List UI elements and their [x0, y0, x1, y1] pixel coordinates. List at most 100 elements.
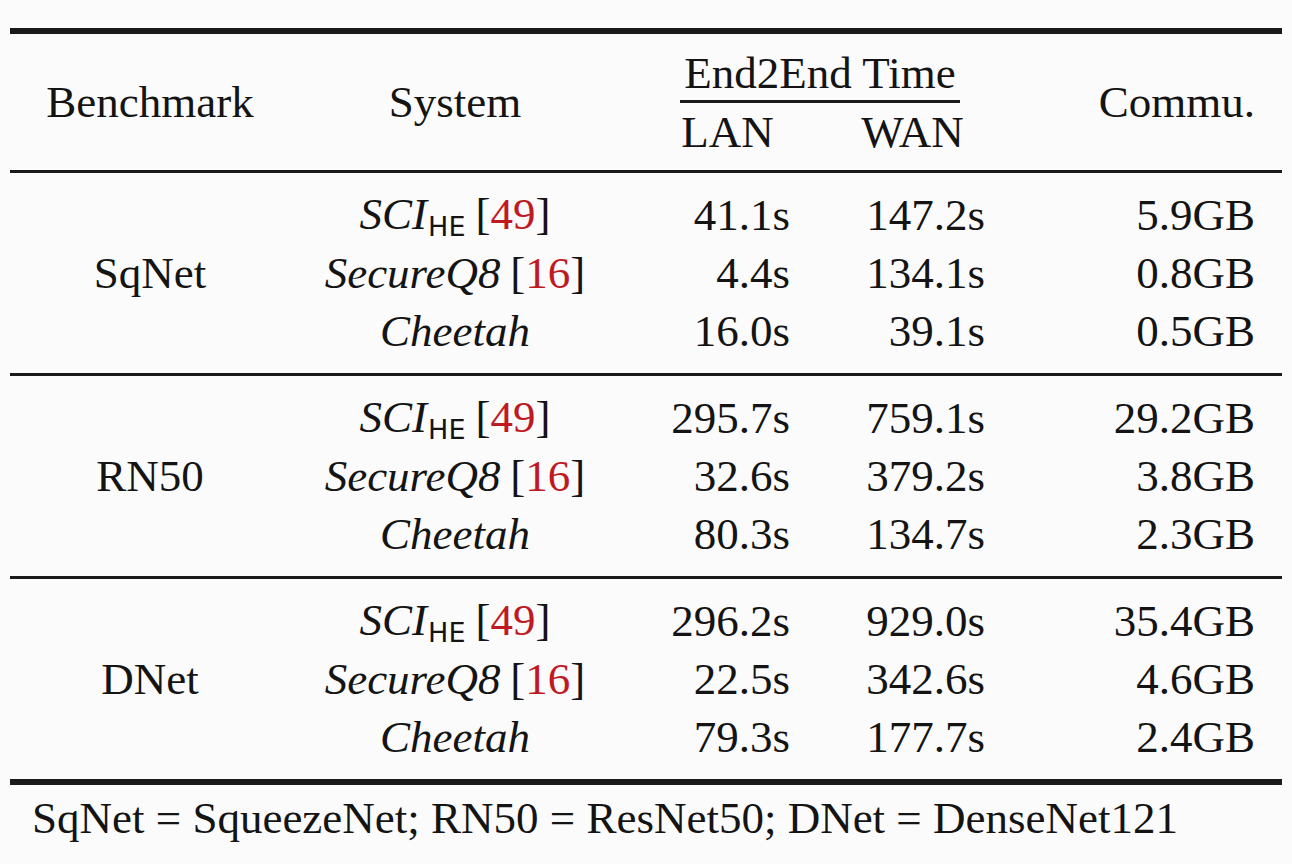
- lan-time-cell: 32.6s: [620, 450, 795, 502]
- system-subscript: HE: [428, 617, 465, 648]
- citation-number: 16: [525, 654, 570, 704]
- lan-wan-subheader-row: LAN WAN: [635, 108, 1005, 158]
- citation-number: 16: [525, 451, 570, 501]
- section-rows: SCIHE[49] 295.7s 759.1s 29.2GB SecureQ8[…: [290, 389, 1282, 563]
- wan-time-cell: 379.2s: [795, 450, 990, 502]
- citation-close-bracket: ]: [535, 392, 550, 442]
- lan-time-cell: 295.7s: [620, 392, 795, 444]
- benchmark-label: DNet: [10, 592, 290, 766]
- citation-open-bracket: [: [510, 654, 525, 704]
- citation-close-bracket: ]: [570, 248, 585, 298]
- citation: [49]: [475, 595, 550, 645]
- commu-cell: 4.6GB: [990, 653, 1282, 705]
- citation-open-bracket: [: [510, 451, 525, 501]
- citation: [16]: [510, 451, 585, 501]
- system-cell: SecureQ8[16]: [290, 450, 620, 502]
- table-row: Cheetah 80.3s 134.7s 2.3GB: [290, 505, 1282, 563]
- system-name: Cheetah: [380, 306, 530, 356]
- wan-time-cell: 147.2s: [795, 189, 990, 241]
- benchmark-table: Benchmark System End2End Time LAN WAN Co…: [10, 28, 1282, 844]
- section-rows: SCIHE[49] 296.2s 929.0s 35.4GB SecureQ8[…: [290, 592, 1282, 766]
- citation: [49]: [475, 189, 550, 239]
- system-name: SCI: [360, 189, 428, 239]
- citation-close-bracket: ]: [535, 189, 550, 239]
- system-subscript: HE: [428, 414, 465, 445]
- table-row: Cheetah 16.0s 39.1s 0.5GB: [290, 302, 1282, 360]
- system-cell: SCIHE[49]: [290, 391, 620, 446]
- benchmark-section-dnet: DNet SCIHE [49] 296.2s 929.0s 35.4GB Secu…: [10, 579, 1282, 779]
- wan-time-cell: 929.0s: [795, 595, 990, 647]
- commu-cell: 3.8GB: [990, 450, 1282, 502]
- system-subscript: HE: [428, 211, 465, 242]
- commu-cell: 5.9GB: [990, 189, 1282, 241]
- benchmark-column-header: Benchmark: [10, 76, 290, 128]
- citation-open-bracket: [: [475, 189, 490, 239]
- system-name: SCI: [360, 595, 428, 645]
- benchmark-label: RN50: [10, 389, 290, 563]
- commu-cell: 35.4GB: [990, 595, 1282, 647]
- system-name: SecureQ8: [325, 248, 501, 298]
- system-cell: SecureQ8[16]: [290, 653, 620, 705]
- wan-time-cell: 177.7s: [795, 711, 990, 763]
- system-cell: SecureQ8[16]: [290, 247, 620, 299]
- table-row: SCIHE [49] 41.1s 147.2s 5.9GB: [290, 186, 1282, 244]
- table-row: SecureQ8[16] 4.4s 134.1s 0.8GB: [290, 244, 1282, 302]
- table-row: SecureQ8[16] 22.5s 342.6s 4.6GB: [290, 650, 1282, 708]
- end2end-time-header: End2End Time: [680, 49, 959, 103]
- table-row: Cheetah 79.3s 177.7s 2.4GB: [290, 708, 1282, 766]
- lan-time-cell: 4.4s: [620, 247, 795, 299]
- section-rows: SCIHE[49] 41.1s 147.2s 5.9GB SecureQ8[16…: [290, 186, 1282, 360]
- commu-cell: 2.4GB: [990, 711, 1282, 763]
- system-cell: SCIHE [49]: [290, 188, 620, 243]
- commu-cell: 2.3GB: [990, 508, 1282, 560]
- system-name: Cheetah: [380, 712, 530, 762]
- citation-number: 16: [525, 248, 570, 298]
- table-row: SecureQ8[16] 32.6s 379.2s 3.8GB: [290, 447, 1282, 505]
- benchmark-section-rn50: RN50 SCIHE[49] 295.7s 759.1s 29.2GB Secu…: [10, 376, 1282, 576]
- table-row: SCIHE [49] 296.2s 929.0s 35.4GB: [290, 592, 1282, 650]
- benchmark-label: SqNet: [10, 186, 290, 360]
- system-cell: SCIHE [49]: [290, 594, 620, 649]
- lan-time-cell: 296.2s: [620, 595, 795, 647]
- lan-column-header: LAN: [635, 108, 820, 158]
- commu-cell: 29.2GB: [990, 392, 1282, 444]
- commu-cell: 0.5GB: [990, 305, 1282, 357]
- commu-column-header: Commu.: [990, 76, 1282, 128]
- citation-close-bracket: ]: [535, 595, 550, 645]
- citation-number: 49: [490, 189, 535, 239]
- table-row: SCIHE[49] 295.7s 759.1s 29.2GB: [290, 389, 1282, 447]
- wan-column-header: WAN: [820, 108, 1005, 158]
- citation-close-bracket: ]: [570, 451, 585, 501]
- wan-time-cell: 39.1s: [795, 305, 990, 357]
- table-header-row: Benchmark System End2End Time LAN WAN Co…: [10, 34, 1282, 170]
- table-footnote: SqNet = SqueezeNet; RN50 = ResNet50; DNe…: [10, 785, 1282, 844]
- end2end-time-header-group: End2End Time LAN WAN: [635, 47, 1005, 157]
- wan-time-cell: 342.6s: [795, 653, 990, 705]
- benchmark-section-sqnet: SqNet SCIHE [49] 41.1s 147.2s 5.9GB Secur…: [10, 173, 1282, 373]
- lan-time-cell: 80.3s: [620, 508, 795, 560]
- system-name: Cheetah: [380, 509, 530, 559]
- lan-time-cell: 22.5s: [620, 653, 795, 705]
- wan-time-cell: 134.7s: [795, 508, 990, 560]
- system-name: SCI: [360, 392, 428, 442]
- lan-time-cell: 41.1s: [620, 189, 795, 241]
- lan-time-cell: 79.3s: [620, 711, 795, 763]
- citation-open-bracket: [: [475, 392, 490, 442]
- commu-cell: 0.8GB: [990, 247, 1282, 299]
- citation-number: 49: [490, 595, 535, 645]
- citation-close-bracket: ]: [570, 654, 585, 704]
- wan-time-cell: 134.1s: [795, 247, 990, 299]
- system-column-header: System: [290, 76, 620, 128]
- system-name: SecureQ8: [325, 451, 501, 501]
- system-cell: Cheetah: [290, 711, 620, 763]
- paper-table-page: Benchmark System End2End Time LAN WAN Co…: [0, 0, 1292, 864]
- system-cell: Cheetah: [290, 305, 620, 357]
- citation: [16]: [510, 248, 585, 298]
- system-cell: Cheetah: [290, 508, 620, 560]
- citation: [16]: [510, 654, 585, 704]
- system-name: SecureQ8: [325, 654, 501, 704]
- wan-time-cell: 759.1s: [795, 392, 990, 444]
- citation-open-bracket: [: [510, 248, 525, 298]
- citation-open-bracket: [: [475, 595, 490, 645]
- lan-time-cell: 16.0s: [620, 305, 795, 357]
